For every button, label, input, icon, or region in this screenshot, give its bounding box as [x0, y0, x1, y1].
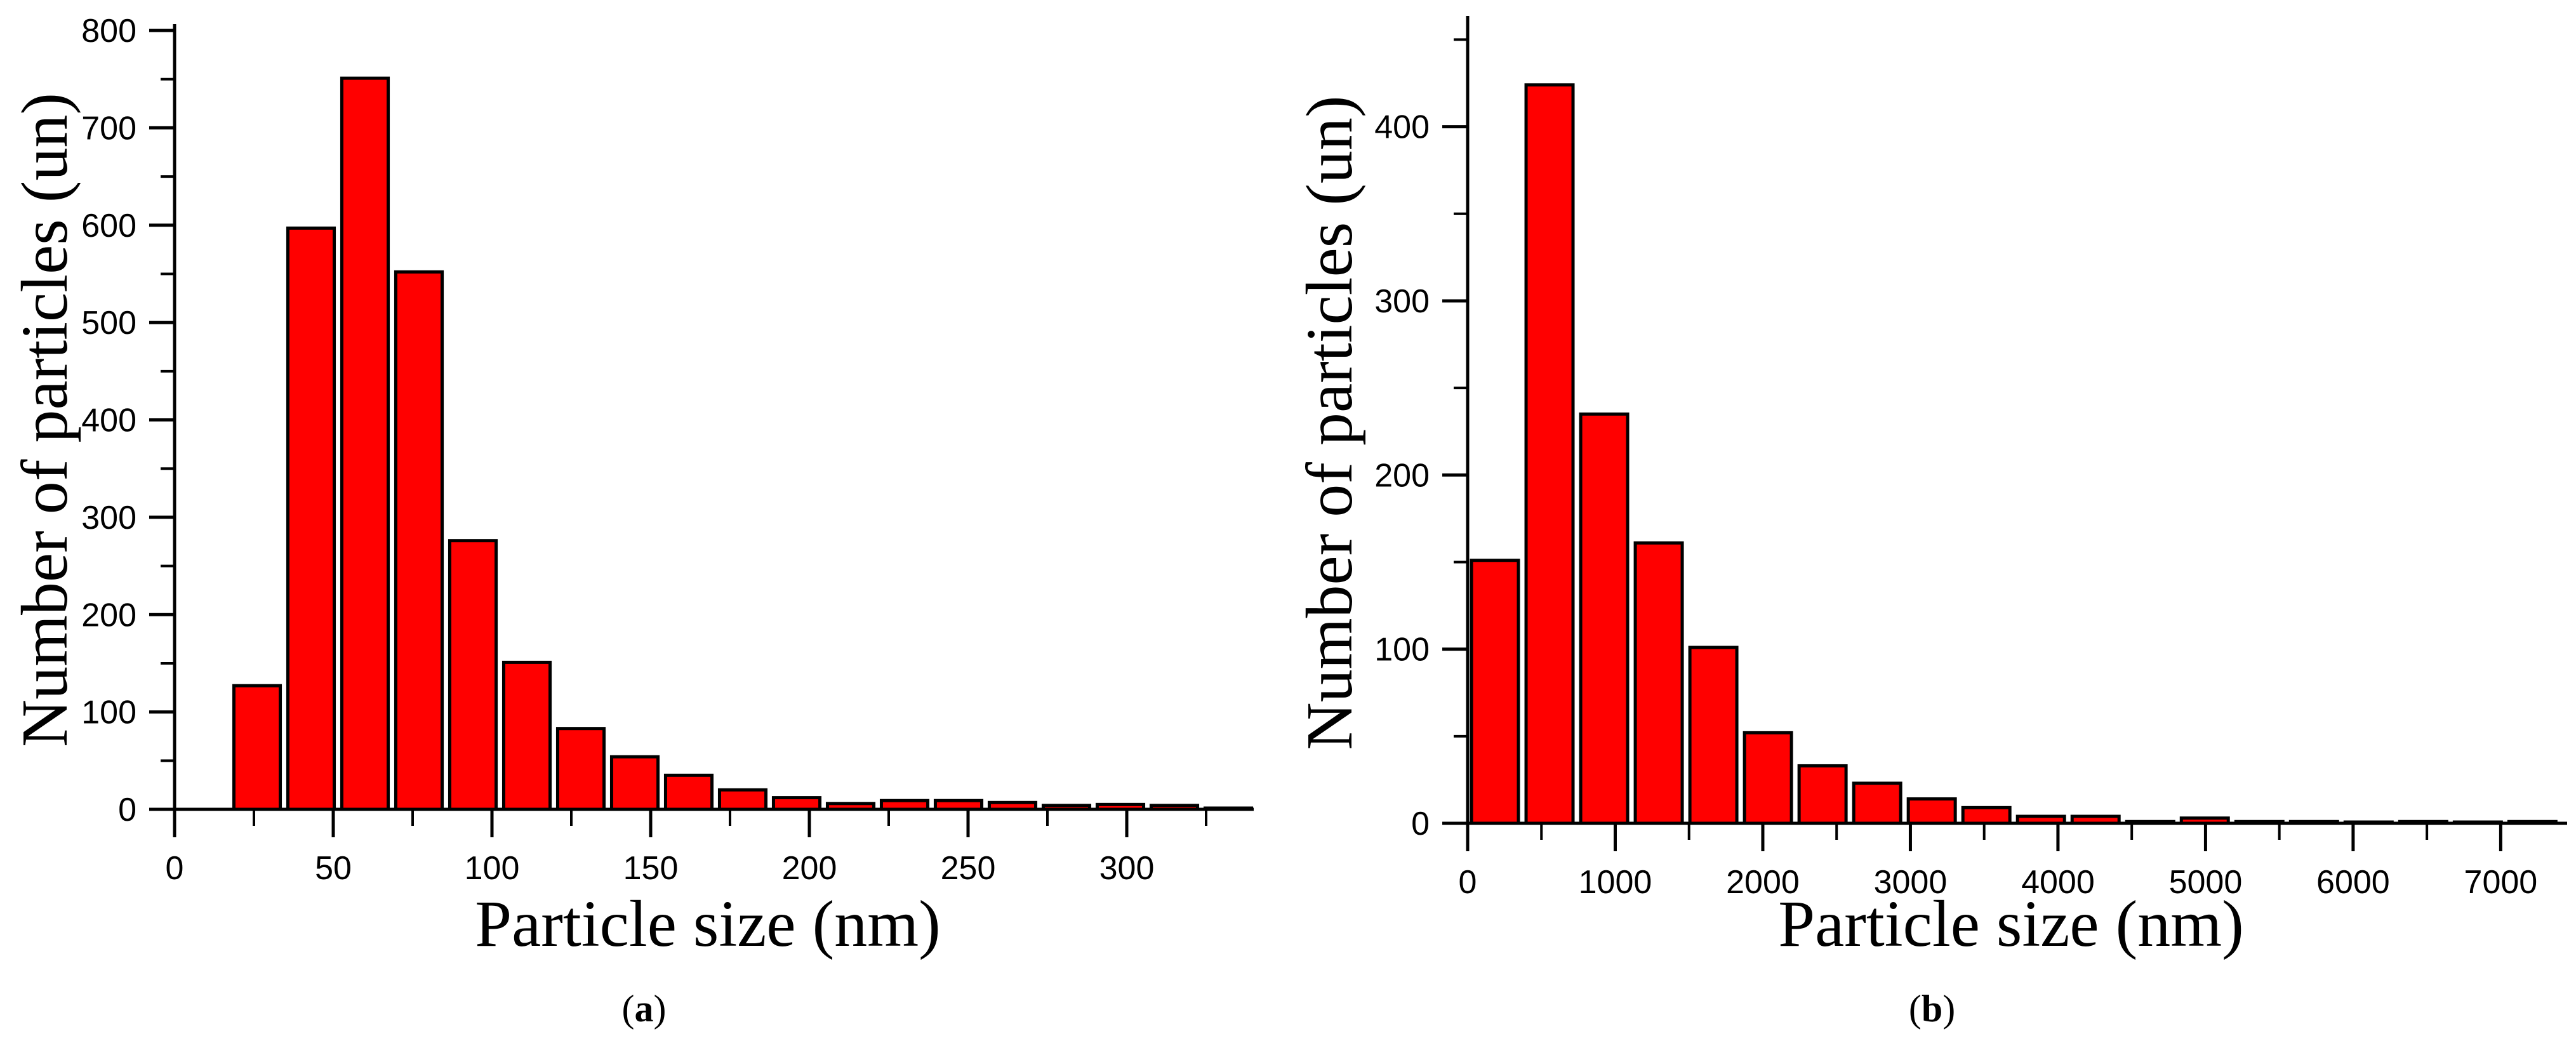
histogram-bar: [394, 270, 444, 811]
histogram-bar: [232, 684, 282, 811]
x-tick-label: 50: [315, 850, 352, 887]
y-tick-label: 800: [81, 13, 136, 50]
x-tick-label: 1000: [1579, 864, 1652, 901]
bar-chart-b: 0 1000 2000 3000 4000 5000 6000 7000 0 100 200 300 4…: [1293, 16, 2567, 960]
y-tick-label: 200: [81, 597, 136, 634]
histogram-bar: [663, 773, 714, 811]
histogram-bar: [1797, 764, 1848, 825]
histogram-bar: [448, 539, 498, 811]
x-tick-label: 0: [1459, 864, 1477, 901]
histogram-bar: [555, 727, 606, 811]
chart-panel-a: 0 50 100 150 200 250 300 0 100 200 300 400 500 600 700…: [8, 13, 1254, 1030]
histogram-bar: [1524, 83, 1575, 825]
x-tick-label: 2000: [1726, 864, 1800, 901]
x-axis-title: Particle size (nm): [475, 887, 940, 960]
y-axis-title: Number of particles (un): [1293, 96, 1366, 750]
x-tick-label: 200: [782, 850, 837, 887]
histogram-bar: [1579, 412, 1630, 825]
x-tick-label: 7000: [2464, 864, 2538, 901]
x-tick-label: 0: [166, 850, 184, 887]
histogram-bar: [1470, 559, 1520, 825]
x-tick-label: 100: [465, 850, 520, 887]
y-tick-label: 400: [1374, 109, 1430, 146]
x-tick-label: 6000: [2316, 864, 2390, 901]
x-tick-label: 300: [1099, 850, 1155, 887]
histogram-bar: [1961, 806, 2012, 825]
histogram-bar: [1743, 731, 1793, 825]
y-tick-label: 100: [1374, 632, 1430, 668]
histogram-bar: [286, 226, 336, 811]
histogram-bar: [1688, 646, 1739, 825]
histogram-bar: [501, 660, 552, 811]
panel-caption-b: (b): [1908, 988, 1956, 1030]
panel-caption-a: (a): [621, 988, 667, 1030]
y-tick-label: 0: [118, 792, 136, 828]
histogram-bar: [717, 788, 768, 811]
histogram-bar: [771, 796, 822, 811]
histogram-bar: [340, 76, 390, 811]
histogram-bar: [1633, 541, 1684, 825]
y-tick-label: 700: [81, 110, 136, 147]
x-tick-label: 250: [941, 850, 996, 887]
y-axis-title: Number of particles (un): [8, 93, 81, 747]
histogram-bar: [609, 755, 660, 811]
y-tick-label: 100: [81, 694, 136, 731]
caption-letter-a: a: [634, 988, 654, 1030]
y-tick-label: 400: [81, 402, 136, 439]
chart-panel-b: 0 1000 2000 3000 4000 5000 6000 7000 0 100 200 300 4…: [1288, 0, 2576, 1055]
y-tick-label: 300: [81, 500, 136, 536]
y-tick-label: 600: [81, 208, 136, 244]
caption-letter-b: b: [1921, 988, 1943, 1030]
x-tick-label: 5000: [2169, 864, 2243, 901]
histogram-bar: [1906, 797, 1957, 825]
y-tick-label: 500: [81, 305, 136, 342]
x-tick-label: 4000: [2021, 864, 2095, 901]
x-tick-label: 150: [623, 850, 679, 887]
y-tick-label: 300: [1374, 283, 1430, 320]
x-tick-label: 3000: [1874, 864, 1948, 901]
histogram-bar: [1852, 781, 1902, 825]
y-tick-label: 200: [1374, 457, 1430, 494]
y-tick-label: 0: [1411, 806, 1430, 842]
x-axis-title: Particle size (nm): [1778, 887, 2243, 960]
bar-chart-a: 0 50 100 150 200 250 300 0 100 200 300 400 500 600 700…: [8, 13, 1254, 960]
